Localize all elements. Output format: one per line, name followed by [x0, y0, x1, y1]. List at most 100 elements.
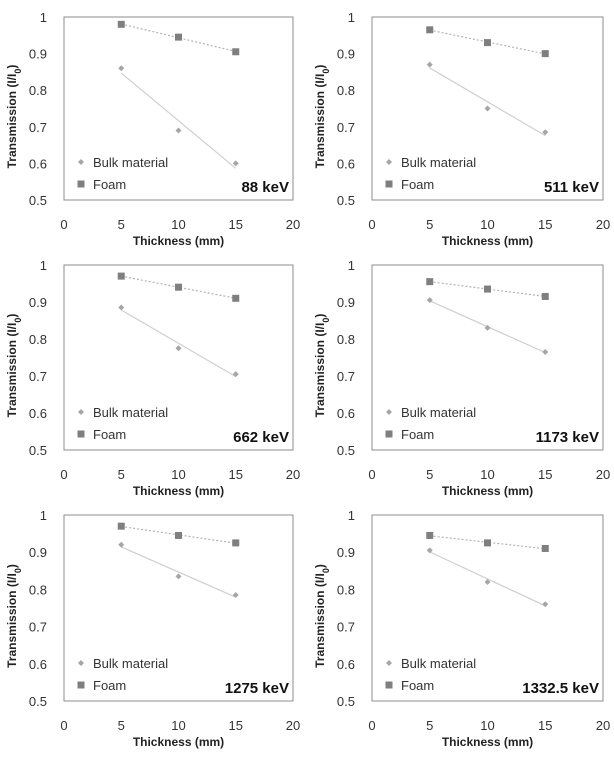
legend-marker-foam [77, 430, 85, 438]
data-point-bulk-material [232, 371, 239, 378]
x-tick-label: 0 [60, 467, 67, 482]
y-axis-title-subscript: 0 [321, 69, 331, 74]
data-point-bulk-material [542, 601, 549, 608]
energy-annotation: 511 keV [544, 179, 599, 196]
legend-marker-bulk-material [386, 159, 392, 165]
legend-marker-foam [77, 180, 85, 188]
data-point-bulk-material [484, 578, 491, 585]
x-tick-label: 0 [368, 467, 375, 482]
plot-frame [371, 264, 604, 451]
data-point-foam [541, 544, 549, 552]
y-tick-label: 1 [40, 258, 47, 273]
x-tick-label: 10 [171, 467, 185, 482]
data-point-foam [232, 294, 240, 302]
x-tick-label: 15 [229, 217, 243, 232]
plot-frame [63, 514, 294, 702]
data-point-foam [484, 285, 491, 293]
y-tick-label: 0.5 [337, 443, 355, 458]
x-tick-label: 5 [426, 467, 433, 482]
y-tick-label: 0.9 [29, 295, 47, 310]
energy-annotation: 1173 keV [536, 429, 599, 446]
y-tick-label: 0.8 [29, 582, 47, 597]
x-tick-label: 10 [480, 467, 494, 482]
data-point-bulk-material [232, 160, 239, 167]
y-tick-label: 0.9 [29, 545, 47, 560]
y-axis-title: Transmission (I/I0) [5, 564, 23, 668]
x-tick-label: 15 [229, 467, 243, 482]
y-tick-label: 0.5 [29, 443, 47, 458]
x-tick-label: 15 [538, 718, 552, 733]
y-axis-title-close: ) [5, 314, 19, 318]
x-tick-label: 20 [286, 217, 300, 232]
y-tick-label: 0.8 [337, 332, 355, 347]
data-point-foam [175, 283, 182, 291]
x-axis-title: Thickness (mm) [133, 234, 224, 248]
data-point-foam [541, 292, 549, 300]
chart-panel: 0 5 10 15 20 0.5 0.6 0.7 0.8 0.9 1 Thickness (mm) Tr… [5, 258, 300, 498]
data-point-foam [117, 20, 125, 28]
x-tick-label: 10 [171, 217, 185, 232]
x-tick-label: 10 [171, 718, 185, 733]
y-axis-title-close: ) [5, 65, 19, 69]
x-tick-label: 20 [596, 217, 610, 232]
legend-marker-bulk-material [78, 409, 84, 415]
x-tick-label: 20 [286, 718, 300, 733]
y-axis-title: Transmission (I/I0) [5, 314, 23, 418]
legend-label: Bulk material [401, 656, 476, 671]
x-tick-label: 5 [426, 718, 433, 733]
x-axis-title: Thickness (mm) [133, 484, 224, 498]
y-axis-title-close: ) [313, 314, 327, 318]
x-tick-label: 20 [596, 718, 610, 733]
x-axis-title: Thickness (mm) [133, 735, 224, 749]
chart-panel: 0 5 10 15 20 0.5 0.6 0.7 0.8 0.9 1 Thickness (mm) Tr… [313, 258, 610, 498]
data-point-foam [484, 539, 491, 547]
legend-marker-bulk-material [386, 409, 392, 415]
legend-marker-foam [385, 180, 393, 188]
x-tick-label: 0 [60, 718, 67, 733]
x-tick-label: 15 [538, 467, 552, 482]
x-tick-label: 10 [480, 217, 494, 232]
energy-annotation: 662 keV [233, 429, 289, 446]
chart-panel: 0 5 10 15 20 0.5 0.6 0.7 0.8 0.9 1 Thickness (mm) Tr… [313, 508, 610, 749]
legend-label: Foam [401, 678, 434, 693]
x-tick-label: 0 [368, 718, 375, 733]
legend-marker-bulk-material [78, 660, 84, 666]
trend-line [429, 67, 546, 137]
data-point-foam [426, 278, 434, 286]
legend-label: Foam [401, 427, 434, 442]
trend-line [120, 309, 237, 378]
y-tick-label: 0.7 [29, 620, 47, 635]
y-tick-label: 0.8 [337, 83, 355, 98]
y-tick-label: 0.6 [29, 657, 47, 672]
y-tick-label: 0.6 [337, 406, 355, 421]
y-tick-label: 0.9 [29, 47, 47, 62]
data-point-bulk-material [426, 61, 433, 68]
y-axis-title-main: Transmission (I/I [5, 573, 19, 668]
y-axis-title: Transmission (I/I0) [5, 65, 23, 169]
y-tick-label: 0.7 [337, 120, 355, 135]
y-tick-label: 0.9 [337, 295, 355, 310]
x-axis-title: Thickness (mm) [442, 484, 533, 498]
y-tick-label: 1 [40, 10, 47, 25]
legend-marker-foam [385, 430, 393, 438]
energy-annotation: 1275 keV [225, 680, 289, 697]
data-point-bulk-material [542, 348, 549, 355]
y-axis-title-subscript: 0 [13, 568, 23, 573]
x-tick-label: 20 [286, 467, 300, 482]
legend-label: Bulk material [93, 656, 168, 671]
y-axis-title: Transmission (I/I0) [313, 314, 331, 418]
legend-label: Bulk material [401, 405, 476, 420]
y-tick-label: 1 [348, 508, 355, 523]
x-axis-title: Thickness (mm) [442, 735, 533, 749]
data-point-bulk-material [232, 591, 239, 598]
data-point-foam [117, 272, 125, 280]
legend-marker-foam [77, 681, 85, 689]
y-tick-label: 0.9 [337, 47, 355, 62]
y-tick-label: 0.5 [337, 193, 355, 208]
plot-frame [63, 16, 294, 201]
legend-label: Bulk material [401, 155, 476, 170]
trend-line [429, 551, 546, 607]
y-axis-title-subscript: 0 [13, 69, 23, 74]
